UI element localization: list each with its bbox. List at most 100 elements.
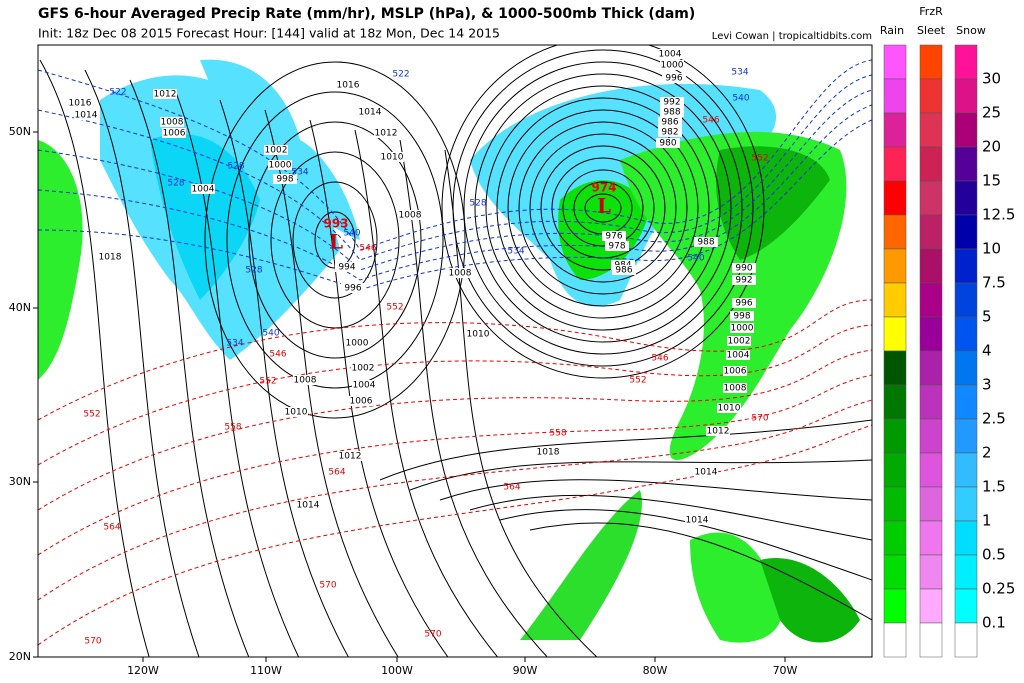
- thickness-label: 552: [751, 154, 768, 164]
- thickness-label: 534: [226, 339, 243, 349]
- isobar: [529, 522, 872, 621]
- isobar-label: 996: [665, 74, 682, 84]
- label-box: [160, 117, 184, 127]
- legend-swatch: [954, 44, 978, 80]
- isobar: [219, 99, 349, 657]
- legend-swatch: [919, 146, 943, 182]
- label-box: [293, 375, 317, 385]
- isobar: [452, 49, 754, 367]
- isobar: [540, 145, 666, 271]
- legend-tick-label: 25: [982, 104, 1001, 122]
- isobar-label: 982: [661, 128, 678, 138]
- thickness-label: 564: [103, 523, 120, 533]
- label-box: [98, 252, 122, 262]
- subtitle: Init: 18z Dec 08 2015 Forecast Hour: [14…: [38, 26, 500, 41]
- label-box: [264, 145, 288, 155]
- legend-swatch: [883, 520, 907, 556]
- legend-swatch: [883, 78, 907, 114]
- legend-swatch: [883, 44, 907, 80]
- legend-header: Rain: [880, 24, 904, 37]
- label-box: [351, 363, 375, 373]
- thickness-line: [38, 324, 872, 466]
- thickness-line: [38, 424, 872, 646]
- isobar-label: 1016: [69, 99, 92, 109]
- label-box: [374, 128, 398, 138]
- label-box: [730, 311, 754, 321]
- title: GFS 6-hour Averaged Precip Rate (mm/hr),…: [38, 6, 695, 22]
- isobar-label: 1006: [163, 129, 186, 139]
- lon-label: 90W: [513, 664, 538, 677]
- thickness-line: [38, 299, 872, 421]
- thickness-line: [38, 89, 872, 271]
- label-box: [153, 89, 177, 99]
- thickness-label: 528: [227, 162, 244, 172]
- isobar: [439, 479, 872, 501]
- isobar-label: 1012: [339, 452, 362, 462]
- legend-swatch: [954, 418, 978, 454]
- thickness-line: [38, 119, 872, 291]
- map-frame: [37, 44, 873, 658]
- legend-swatch: [954, 180, 978, 216]
- isobar-label: 986: [615, 266, 632, 276]
- isobar: [444, 149, 598, 657]
- legend-swatch: [919, 282, 943, 318]
- legend-swatch: [919, 248, 943, 284]
- isobar-label: 1014: [359, 108, 382, 118]
- legend-swatch: [919, 452, 943, 488]
- legend-swatch: [883, 248, 907, 284]
- isobar-label: 1014: [297, 501, 320, 511]
- thickness-label: 552: [259, 377, 276, 387]
- isobar: [496, 97, 710, 319]
- isobar-label: 1008: [161, 118, 184, 128]
- legend-swatch: [919, 418, 943, 454]
- isobar-label: 1012: [707, 427, 730, 437]
- legend-swatch: [883, 452, 907, 488]
- isobar-label: 988: [697, 238, 714, 248]
- map: 1016101410121008100610161014101210101002…: [38, 45, 872, 657]
- isobar: [507, 109, 699, 307]
- label-box: [345, 338, 369, 348]
- thickness-line: [38, 349, 872, 511]
- label-box: [732, 298, 756, 308]
- legend-tick-label: 30: [982, 70, 1001, 88]
- label-box: [68, 98, 92, 108]
- isobar-label: 992: [663, 98, 680, 108]
- isobar-label: 1004: [192, 185, 215, 195]
- label-box: [268, 160, 292, 170]
- low-pressure: 974: [591, 181, 616, 195]
- label-box: [602, 231, 626, 241]
- isobar: [226, 91, 444, 389]
- isobar: [441, 45, 765, 379]
- isobar-label: 1008: [399, 211, 422, 221]
- legend-swatch: [954, 554, 978, 590]
- label-box: [398, 210, 422, 220]
- isobar-label: 1018: [537, 448, 560, 458]
- isobar-label: 996: [344, 284, 361, 294]
- label-box: [273, 174, 297, 184]
- isobar-label: 1006: [350, 397, 373, 407]
- legend-swatch: [919, 588, 943, 624]
- isobar-label: 1014: [75, 111, 98, 121]
- lon-label: 80W: [643, 664, 668, 677]
- label-box: [336, 80, 360, 90]
- thickness-label: 528: [245, 266, 262, 276]
- isobar-label: 998: [733, 312, 750, 322]
- legend-swatch: [919, 384, 943, 420]
- isobar-label: 1010: [285, 408, 308, 418]
- legend-swatch: [954, 214, 978, 250]
- isobar: [584, 193, 622, 223]
- thickness-label: 528: [167, 179, 184, 189]
- label-box: [717, 403, 741, 413]
- thickness-label: 522: [392, 70, 409, 80]
- isobar: [84, 69, 200, 657]
- low-pressure: 993: [323, 217, 348, 231]
- label-box: [732, 263, 756, 273]
- isobar-label: 1004: [727, 351, 750, 361]
- isobar-label: 998: [276, 175, 293, 185]
- isobar: [485, 85, 721, 331]
- isobar: [474, 73, 732, 343]
- isobar-label: 1004: [659, 50, 682, 60]
- legend-swatch: [954, 248, 978, 284]
- isobar: [379, 419, 872, 481]
- legend-tick-label: 2: [982, 444, 992, 462]
